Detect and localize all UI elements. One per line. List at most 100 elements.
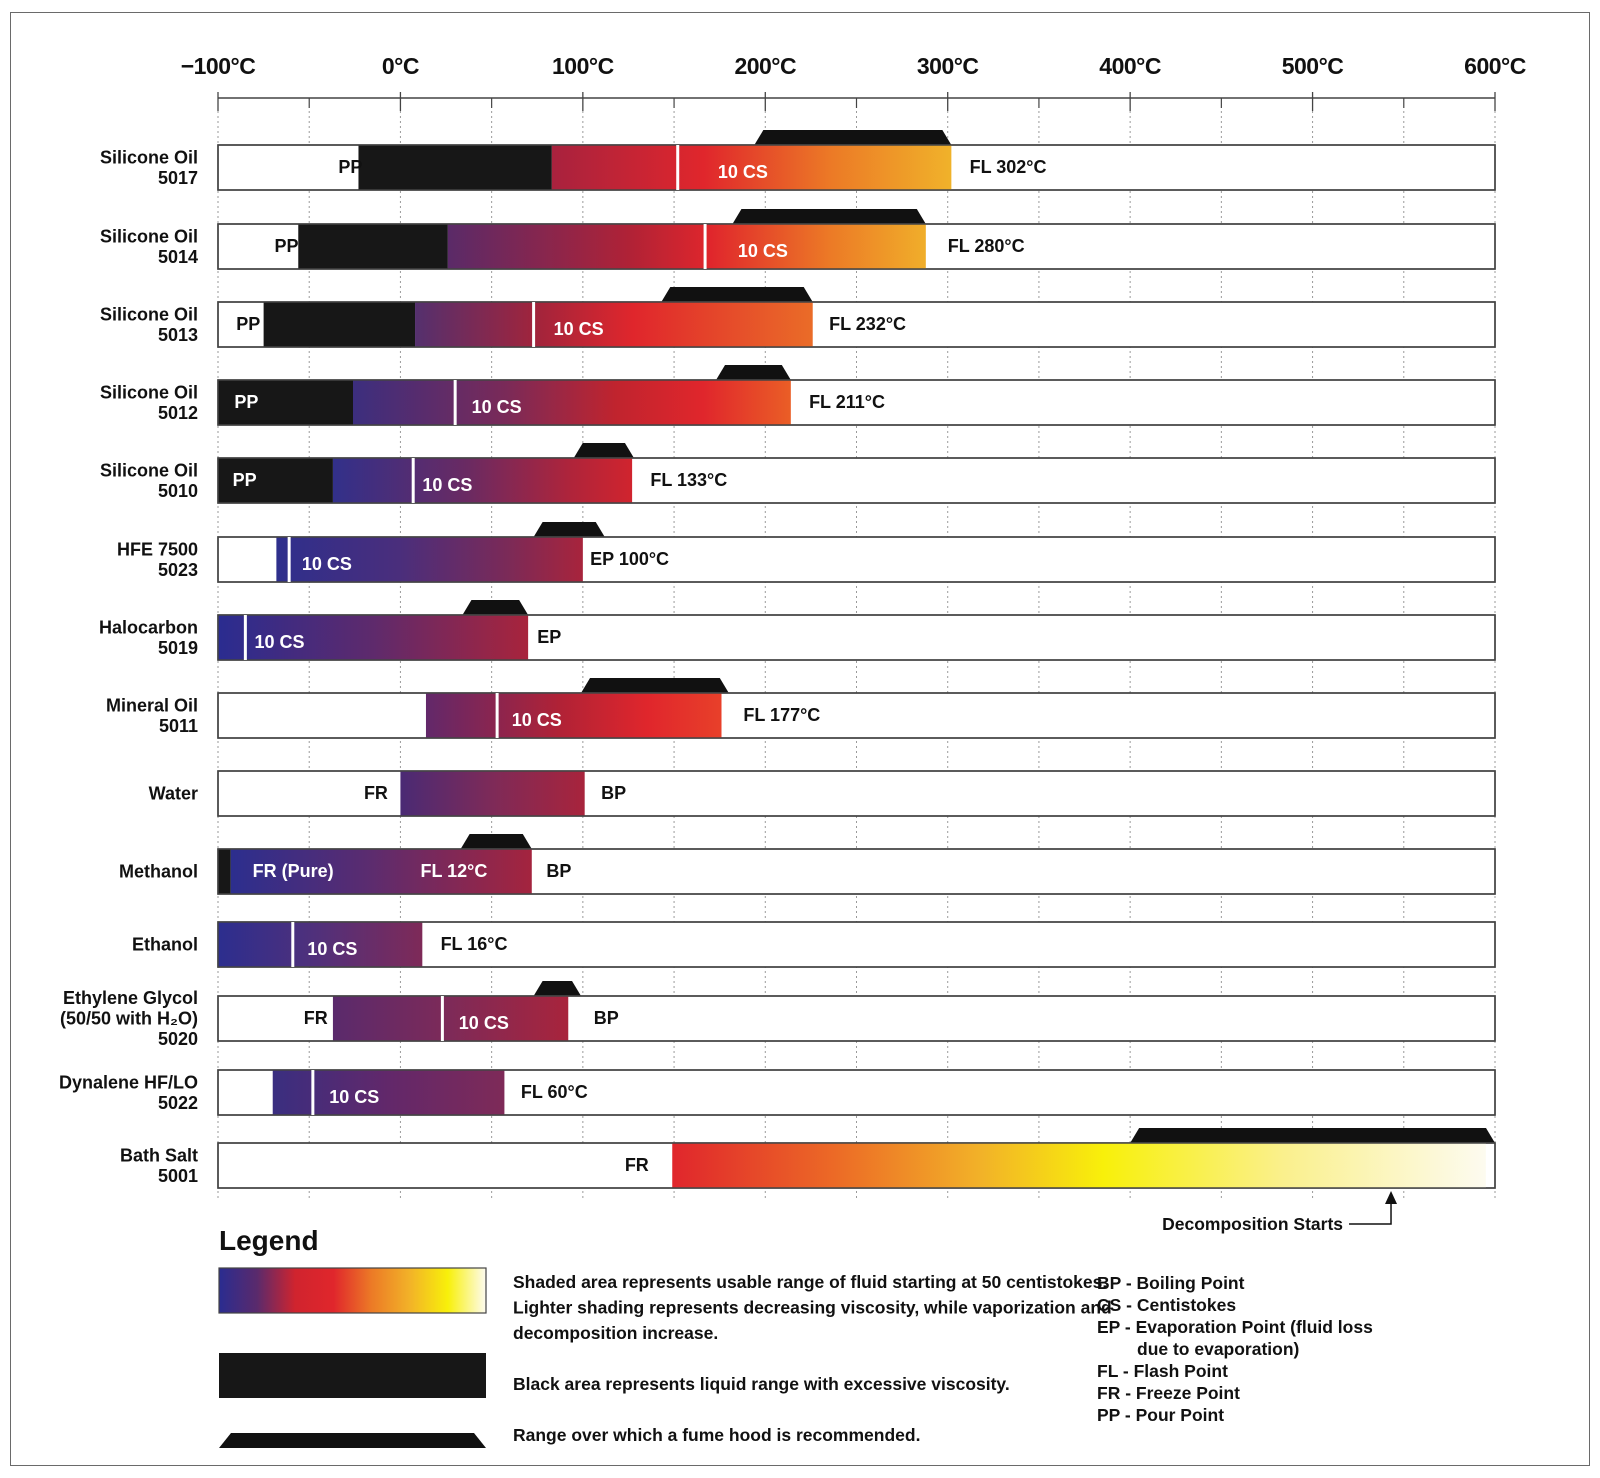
x-tick-label: 500°C bbox=[1282, 53, 1344, 79]
usable-range-bar bbox=[425, 693, 722, 738]
legend-abbreviation: FL - Flash Point bbox=[1097, 1361, 1228, 1381]
fluid-name-label: Silicone Oil bbox=[100, 382, 198, 402]
legend-abbreviation: PP - Pour Point bbox=[1097, 1405, 1224, 1425]
usable-range-bar bbox=[332, 458, 633, 503]
bar-label: FL 232°C bbox=[829, 314, 906, 334]
bar-label: PP bbox=[233, 470, 257, 490]
bar-label: 10 CS bbox=[302, 554, 352, 574]
fluid-name-label: Silicone Oil bbox=[100, 304, 198, 324]
fluid-row: 10 CS FL 16°C Ethanol bbox=[132, 921, 1496, 968]
bar-label: EP bbox=[537, 627, 561, 647]
bar-label: FL 302°C bbox=[970, 157, 1047, 177]
x-tick-label: −100°C bbox=[181, 53, 256, 79]
usable-range-bar bbox=[218, 615, 529, 660]
fluid-name-label: 5022 bbox=[158, 1093, 198, 1113]
fume-hood-marker bbox=[661, 287, 813, 302]
range-bar-border bbox=[217, 1069, 1496, 1116]
x-tick-label: 400°C bbox=[1099, 53, 1161, 79]
fume-hood-marker bbox=[533, 981, 582, 996]
range-bar-border bbox=[217, 536, 1496, 583]
bar-label: BP bbox=[546, 861, 571, 881]
legend-gradient-text: decomposition increase. bbox=[513, 1323, 718, 1343]
viscous-range-bar bbox=[298, 224, 448, 269]
fume-hood-marker bbox=[716, 365, 791, 380]
range-bar-border bbox=[217, 848, 1496, 895]
fluid-name-label: 5011 bbox=[159, 716, 198, 736]
usable-range-bar bbox=[400, 771, 585, 816]
usable-range-bar bbox=[551, 145, 952, 190]
fume-hood-marker bbox=[462, 600, 529, 615]
bar-label: 10 CS bbox=[307, 939, 357, 959]
fluid-name-label: 5017 bbox=[158, 168, 198, 188]
fluid-name-label: 5019 bbox=[158, 638, 198, 658]
range-bar-border bbox=[217, 457, 1496, 504]
bar-label: FR bbox=[364, 783, 388, 803]
bar-label: FL 60°C bbox=[521, 1082, 588, 1102]
viscous-range-bar bbox=[218, 380, 353, 425]
fluid-name-label: Dynalene HF/LO bbox=[59, 1072, 198, 1092]
legend-gradient-text: Shaded area represents usable range of f… bbox=[513, 1272, 1107, 1292]
bar-label: 10 CS bbox=[512, 710, 562, 730]
fume-hood-marker bbox=[732, 209, 926, 224]
bar-label: FL 177°C bbox=[743, 705, 820, 725]
range-bar-border bbox=[217, 614, 1496, 661]
bar-label: FR bbox=[304, 1008, 328, 1028]
fluid-name-label: 5001 bbox=[158, 1166, 198, 1186]
bar-label: EP 100°C bbox=[590, 549, 669, 569]
legend-abbreviation: BP - Boiling Point bbox=[1097, 1273, 1245, 1293]
bar-label: FL 280°C bbox=[948, 236, 1025, 256]
fluid-name-label: 5013 bbox=[158, 325, 198, 345]
annotation-arrowhead bbox=[1385, 1191, 1398, 1204]
legend-abbreviation: FR - Freeze Point bbox=[1097, 1383, 1240, 1403]
fluid-name-label: Ethylene Glycol bbox=[63, 988, 198, 1008]
x-tick-label: 200°C bbox=[734, 53, 796, 79]
legend-black-text: Black area represents liquid range with … bbox=[513, 1374, 1010, 1394]
fume-hood-marker bbox=[573, 443, 634, 458]
range-bar-outline bbox=[217, 692, 1496, 739]
bar-label: 10 CS bbox=[472, 397, 522, 417]
bar-label: PP bbox=[338, 157, 362, 177]
viscous-range-bar bbox=[218, 458, 333, 503]
fluid-row: FR (Pure) FL 12°C BP Methanol bbox=[119, 834, 1496, 895]
bar-label: 10 CS bbox=[254, 632, 304, 652]
range-bar-border bbox=[217, 770, 1496, 817]
legend-abbreviation: EP - Evaporation Point (fluid loss bbox=[1097, 1317, 1373, 1337]
fluid-name-label: 5012 bbox=[158, 403, 198, 423]
range-bar-border bbox=[217, 301, 1496, 348]
bar-label: FL 211°C bbox=[809, 392, 885, 412]
range-bar-border bbox=[217, 379, 1496, 426]
range-bar-border bbox=[217, 692, 1496, 739]
legend-abbreviation: CS - Centistokes bbox=[1097, 1295, 1236, 1315]
legend-black-swatch bbox=[219, 1353, 486, 1398]
fluid-name-label: 5023 bbox=[158, 560, 198, 580]
fluid-row: FR BP Water bbox=[149, 770, 1496, 817]
bar-label: FL 133°C bbox=[650, 470, 727, 490]
fluid-name-label: 5014 bbox=[158, 247, 198, 267]
usable-range-bar bbox=[447, 224, 926, 269]
usable-range-bar bbox=[276, 537, 583, 582]
viscous-range-bar bbox=[218, 849, 231, 894]
gridlines bbox=[217, 111, 1496, 1200]
fluid-name-label: Halocarbon bbox=[99, 617, 198, 637]
range-bar-border bbox=[217, 144, 1496, 191]
fume-hood-marker bbox=[581, 678, 729, 693]
range-bar-outline bbox=[217, 921, 1496, 968]
bar-label: BP bbox=[594, 1008, 619, 1028]
bar-label: 10 CS bbox=[329, 1087, 379, 1107]
fluid-name-label: 5010 bbox=[158, 481, 198, 501]
decomposition-annotation: Decomposition Starts bbox=[1162, 1191, 1398, 1234]
bar-label: PP bbox=[236, 314, 260, 334]
usable-range-bar bbox=[352, 380, 791, 425]
fluid-name-label: Methanol bbox=[119, 862, 198, 882]
bar-label: 10 CS bbox=[422, 475, 472, 495]
fluid-row: FR 10 CS BP Ethylene Glycol(50/50 with H₂O)… bbox=[60, 981, 1496, 1049]
